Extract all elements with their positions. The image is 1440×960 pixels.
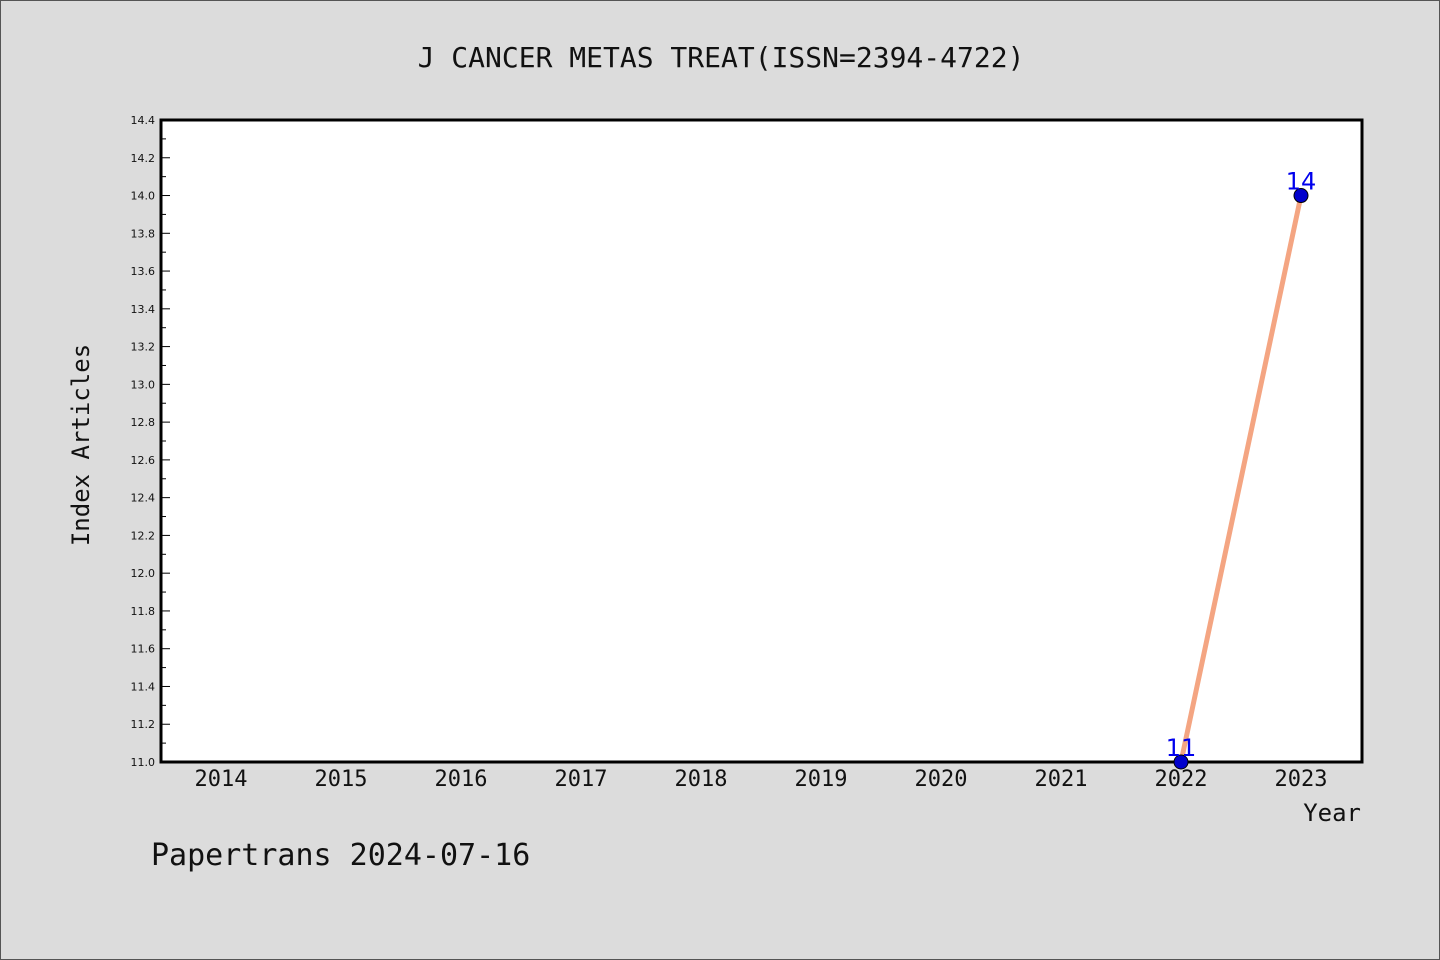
series-layer: 11 14 <box>1166 168 1317 770</box>
x-tick-label: 2017 <box>555 767 608 792</box>
y-tick-label: 14.2 <box>131 152 156 165</box>
x-tick-label: 2014 <box>195 767 248 792</box>
y-tick-label: 14.0 <box>131 190 156 203</box>
data-point <box>1293 188 1309 204</box>
y-axis: 11.0 11.2 11.4 11.6 11.8 12.0 12.2 12.4 12.6 12.8… <box>131 114 170 769</box>
y-tick-label: 11.8 <box>131 605 156 618</box>
data-label: 14 <box>1286 168 1317 196</box>
data-label: 11 <box>1166 734 1197 762</box>
y-tick-label: 13.6 <box>131 265 156 278</box>
y-tick-label: 11.4 <box>131 680 156 693</box>
x-tick-label: 2020 <box>915 767 968 792</box>
y-tick-label: 12.6 <box>131 454 156 467</box>
x-tick-label: 2019 <box>795 767 848 792</box>
y-axis-label: Index Articles <box>67 344 95 546</box>
y-tick-label: 11.2 <box>131 718 156 731</box>
x-tick-label: 2015 <box>315 767 368 792</box>
x-axis: 2014 2015 2016 2017 2018 2019 2020 2021 2022 2023 <box>195 767 1328 792</box>
x-tick-label: 2022 <box>1155 767 1208 792</box>
y-tick-label: 13.4 <box>131 303 156 316</box>
x-tick-label: 2021 <box>1035 767 1088 792</box>
y-tick-label: 11.6 <box>131 643 156 656</box>
x-tick-label: 2023 <box>1275 767 1328 792</box>
y-tick-label: 13.2 <box>131 341 156 354</box>
y-tick-label: 12.4 <box>131 492 156 505</box>
y-tick-label: 13.8 <box>131 227 156 240</box>
series-line <box>1178 193 1304 765</box>
plot-area <box>159 118 1364 764</box>
x-tick-label: 2018 <box>675 767 728 792</box>
y-tick-label: 12.2 <box>131 529 156 542</box>
chart-title: J CANCER METAS TREAT(ISSN=2394-4722) <box>418 41 1025 74</box>
y-tick-label: 11.0 <box>131 756 156 769</box>
y-tick-label: 12.8 <box>131 416 156 429</box>
y-tick-label: 12.0 <box>131 567 156 580</box>
y-tick-label: 14.4 <box>131 114 156 127</box>
footer-text: Papertrans 2024-07-16 <box>151 838 530 873</box>
x-axis-label: Year <box>1303 799 1361 827</box>
data-point <box>1173 754 1189 770</box>
x-tick-label: 2016 <box>435 767 488 792</box>
y-tick-label: 13.0 <box>131 378 156 391</box>
